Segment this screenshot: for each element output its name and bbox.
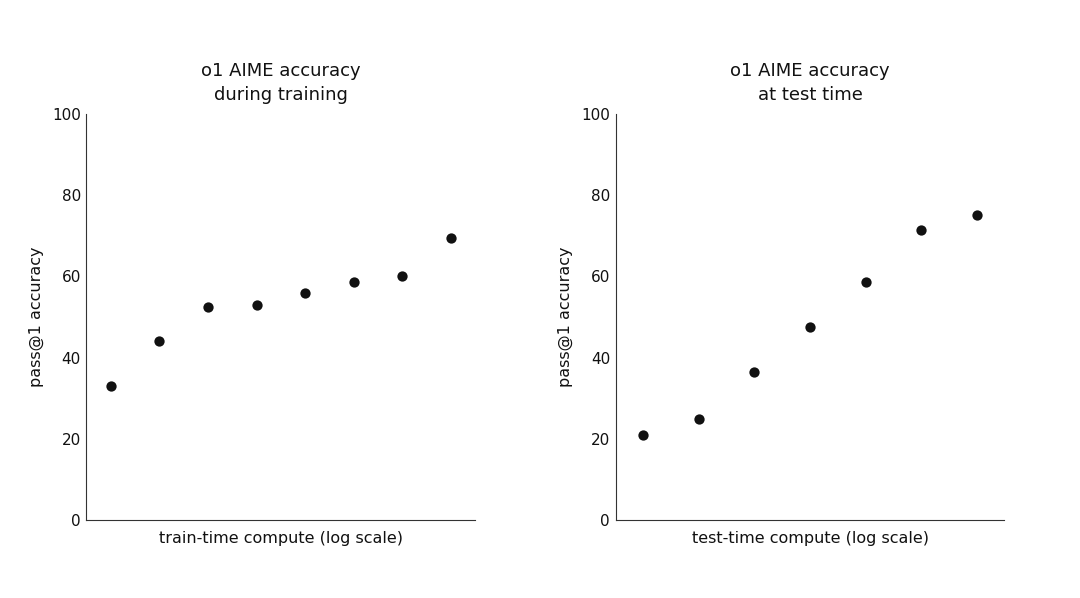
Point [690, 414, 707, 423]
Title: o1 AIME accuracy
at test time: o1 AIME accuracy at test time [730, 62, 890, 103]
Title: o1 AIME accuracy
during training: o1 AIME accuracy during training [201, 62, 361, 103]
Point [102, 382, 120, 391]
X-axis label: test-time compute (log scale): test-time compute (log scale) [691, 532, 929, 547]
Point [346, 277, 363, 287]
Y-axis label: pass@1 accuracy: pass@1 accuracy [28, 247, 43, 387]
X-axis label: train-time compute (log scale): train-time compute (log scale) [159, 532, 403, 547]
Point [801, 322, 819, 332]
Point [199, 302, 216, 312]
Point [248, 300, 266, 310]
Point [856, 277, 874, 287]
Point [968, 210, 985, 220]
Y-axis label: pass@1 accuracy: pass@1 accuracy [557, 247, 572, 387]
Point [913, 225, 930, 234]
Point [746, 367, 764, 377]
Point [296, 288, 313, 297]
Point [151, 337, 168, 346]
Point [635, 430, 652, 440]
Point [393, 271, 410, 281]
Point [443, 233, 460, 242]
